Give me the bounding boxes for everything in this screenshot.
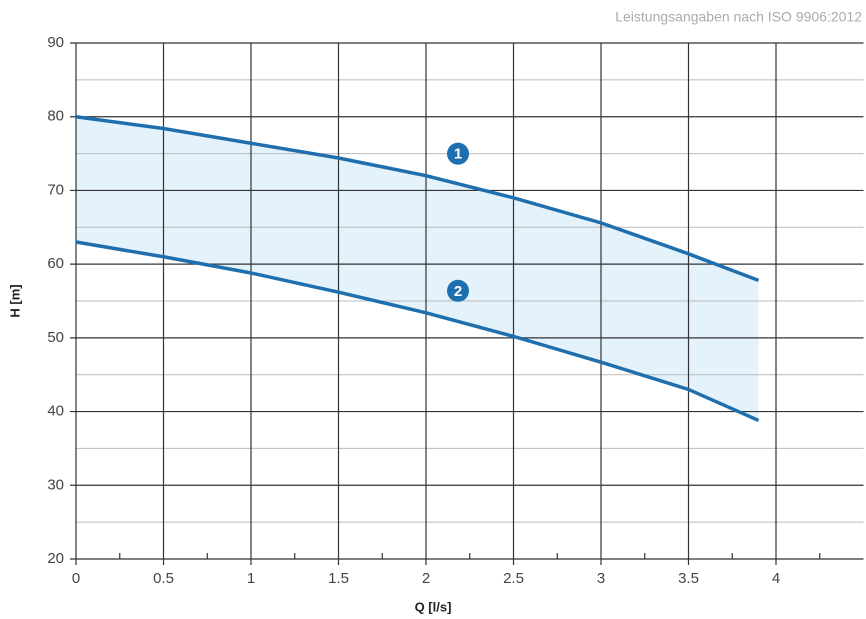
y-tick-label: 50	[47, 329, 64, 346]
chart: Leistungsangaben nach ISO 9906:2012 Q [l…	[0, 0, 866, 619]
note: Leistungsangaben nach ISO 9906:2012	[615, 9, 862, 25]
x-tick-label: 1.5	[328, 570, 349, 587]
y-tick-label: 20	[47, 550, 64, 567]
x-tick-label: 0.5	[153, 570, 174, 587]
legend-label: 1	[454, 146, 462, 163]
x-tick-label: 3.5	[678, 570, 699, 587]
y-tick-label: 40	[47, 403, 64, 420]
y-tick-label: 70	[47, 181, 64, 198]
x-tick-label: 1	[247, 570, 255, 587]
x-tick-label: 3	[597, 570, 605, 587]
y-tick-label: 30	[47, 476, 64, 493]
y-axis-label: H [m]	[7, 284, 22, 317]
y-tick-label: 90	[47, 34, 64, 51]
legend-label: 2	[454, 283, 462, 300]
y-tick-label: 80	[47, 108, 64, 125]
x-tick-label: 2.5	[503, 570, 524, 587]
x-tick-label: 4	[772, 570, 780, 587]
x-tick-label: 2	[422, 570, 430, 587]
x-axis-label: Q [l/s]	[415, 599, 452, 614]
y-tick-label: 60	[47, 255, 64, 272]
x-tick-label: 0	[72, 570, 80, 587]
